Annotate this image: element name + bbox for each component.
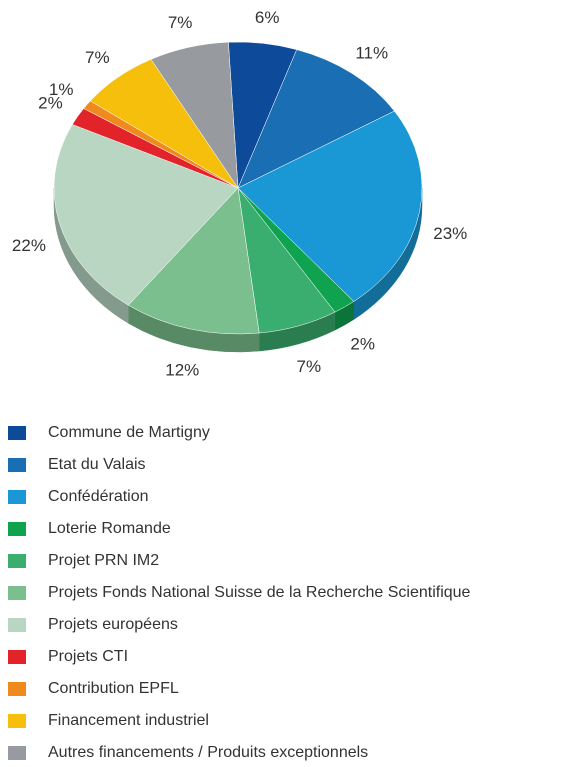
data-label: 2% — [38, 94, 63, 113]
legend-swatch — [8, 746, 26, 760]
legend-swatch — [8, 682, 26, 696]
data-label: 12% — [165, 360, 199, 379]
data-label: 11% — [355, 44, 388, 63]
legend-swatch — [8, 426, 26, 440]
data-label: 7% — [85, 48, 110, 67]
data-label: 22% — [12, 236, 46, 255]
legend-label: Loterie Romande — [48, 520, 171, 537]
legend-label: Commune de Martigny — [48, 424, 210, 441]
legend-label: Contribution EPFL — [48, 680, 179, 697]
data-label: 2% — [350, 335, 375, 354]
legend-label: Projets européens — [48, 616, 178, 633]
data-label: 7% — [297, 357, 322, 376]
legend-swatch — [8, 554, 26, 568]
legend-label: Confédération — [48, 488, 149, 505]
slice — [127, 187, 260, 335]
slice — [237, 49, 395, 189]
legend-label: Financement industriel — [48, 712, 209, 729]
legend-swatch — [8, 586, 26, 600]
legend-swatch — [8, 650, 26, 664]
data-label: 7% — [168, 13, 193, 32]
legend-label: Autres financements / Produits exception… — [48, 744, 368, 761]
legend-swatch — [8, 714, 26, 728]
legend-swatch — [8, 490, 26, 504]
legend-swatch — [8, 458, 26, 472]
legend-label: Projet PRN IM2 — [48, 552, 159, 569]
legend-swatch — [8, 618, 26, 632]
slice — [150, 41, 239, 189]
legend-swatch — [8, 522, 26, 536]
slice — [53, 124, 239, 306]
legend-label: Projets CTI — [48, 648, 128, 665]
data-label: 23% — [433, 224, 467, 243]
slice — [237, 110, 423, 302]
data-label: 6% — [255, 8, 280, 27]
legend-label: Etat du Valais — [48, 456, 146, 473]
legend-label: Projets Fonds National Suisse de la Rech… — [48, 584, 471, 601]
data-label: 1% — [49, 80, 74, 99]
